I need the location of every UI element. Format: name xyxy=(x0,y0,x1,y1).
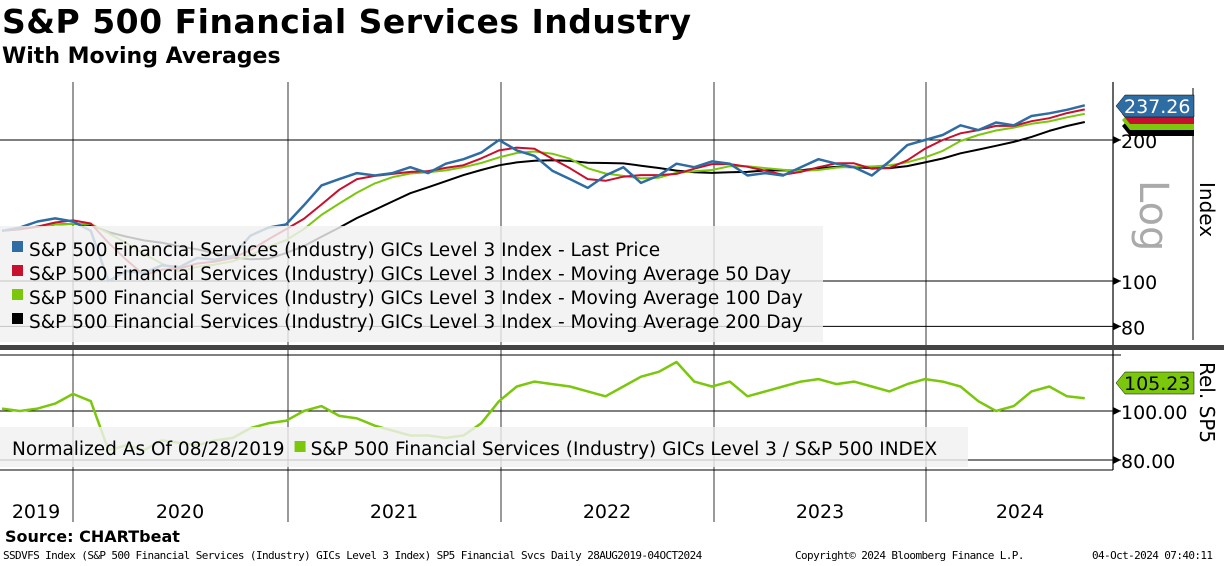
chart-title: S&P 500 Financial Services Industry xyxy=(2,2,692,41)
legend-normalized: Normalized As Of 08/28/2019 xyxy=(12,439,285,460)
tick-arrow xyxy=(1113,276,1121,285)
y-tick-label: 100 xyxy=(1121,272,1157,294)
legend-box xyxy=(0,226,823,342)
y-tick-label: 80.00 xyxy=(1121,451,1175,473)
legend-swatch xyxy=(12,265,23,276)
tick-arrow xyxy=(1113,407,1121,415)
source-label: Source: CHARTbeat xyxy=(5,527,180,546)
tick-arrow xyxy=(1113,456,1121,464)
tick-arrow xyxy=(1113,322,1121,331)
tick-arrow xyxy=(1113,136,1121,144)
chart-subtitle: With Moving Averages xyxy=(2,44,281,69)
y-axis-label-rel: Rel. SP5 xyxy=(1195,362,1219,443)
panel-divider xyxy=(0,345,1224,350)
y-tick-label: 200 xyxy=(1121,131,1157,153)
y-tick-label: 100.00 xyxy=(1121,402,1187,424)
scale-label-log: Log xyxy=(1130,180,1176,251)
legend-entry: S&P 500 Financial Services (Industry) GI… xyxy=(311,439,938,460)
x-tick-label: 2020 xyxy=(156,501,204,523)
legend-box-lower xyxy=(0,427,968,467)
price-value-label: 237.26 xyxy=(1124,96,1190,118)
rel-value-tag xyxy=(1115,371,1195,395)
x-tick-label: 2019 xyxy=(12,501,60,523)
x-tick-label: 2024 xyxy=(996,501,1044,523)
legend-entry: S&P 500 Financial Services (Industry) GI… xyxy=(29,288,803,309)
footer-timestamp: 04-Oct-2024 07:40:11 xyxy=(1092,549,1213,562)
legend-swatch xyxy=(12,241,23,252)
legend-swatch xyxy=(294,441,306,452)
x-tick-label: 2023 xyxy=(796,501,844,523)
y-tick-label: 80 xyxy=(1121,317,1145,339)
price-value-tag xyxy=(1115,94,1195,118)
footer-left: SSDVFS Index (S&P 500 Financial Services… xyxy=(3,549,702,562)
x-tick-label: 2021 xyxy=(370,501,418,523)
y-axis-label-index: Index xyxy=(1195,182,1219,237)
legend-swatch xyxy=(12,313,23,324)
footer-copyright: Copyright© 2024 Bloomberg Finance L.P. xyxy=(795,549,1024,562)
legend-swatch xyxy=(12,289,23,300)
legend-entry: S&P 500 Financial Services (Industry) GI… xyxy=(29,312,803,333)
legend-entry: S&P 500 Financial Services (Industry) GI… xyxy=(29,264,791,285)
x-tick-label: 2022 xyxy=(583,501,631,523)
rel-value-label: 105.23 xyxy=(1124,373,1190,395)
legend-entry: S&P 500 Financial Services (Industry) GI… xyxy=(29,240,660,261)
